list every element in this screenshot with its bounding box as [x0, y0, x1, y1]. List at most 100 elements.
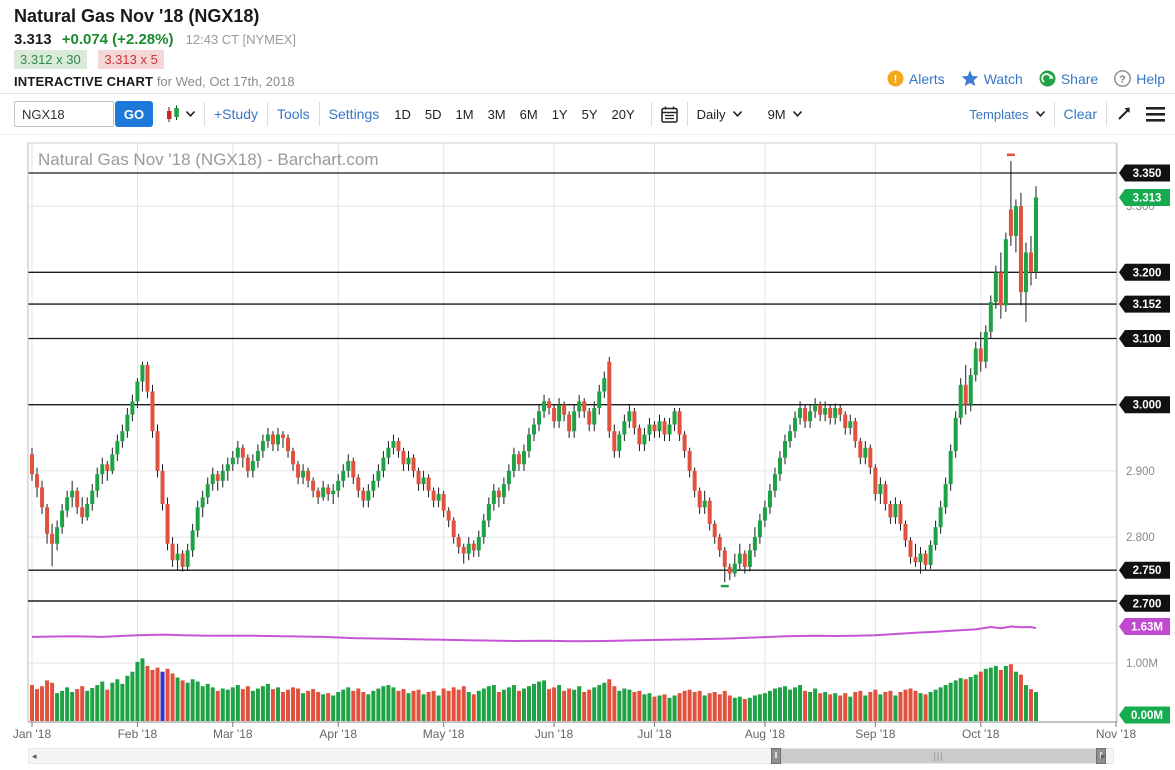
- go-button[interactable]: GO: [115, 101, 153, 127]
- range-button-3m[interactable]: 3M: [487, 106, 506, 122]
- price-axis-label: 2.800: [1126, 532, 1155, 544]
- frequency-dropdown[interactable]: Daily: [697, 107, 742, 122]
- share-icon: [1039, 70, 1056, 87]
- chart-kind-row: INTERACTIVE CHART for Wed, Oct 17th, 201…: [14, 74, 295, 89]
- expand-chart-button[interactable]: [1116, 106, 1132, 122]
- svg-text:2.700: 2.700: [1133, 598, 1162, 610]
- help-icon: ?: [1114, 70, 1132, 87]
- price-level-badge: [1119, 561, 1170, 579]
- svg-text:?: ?: [1119, 73, 1125, 85]
- toolbar-separator: [686, 102, 688, 126]
- range-button-6m[interactable]: 6M: [519, 106, 538, 122]
- chart-scrollbar[interactable]: ◂ ‖ ||| ‖ ▸: [28, 748, 1114, 764]
- chevron-down-icon: [1035, 111, 1045, 117]
- open-interest-badge: [1119, 617, 1170, 635]
- toolbar-right-group: Templates Clear: [969, 102, 1165, 126]
- open-interest-line: [31, 625, 1037, 643]
- chart-type-dropdown[interactable]: [165, 105, 195, 123]
- svg-text:3.100: 3.100: [1133, 334, 1162, 346]
- clear-button[interactable]: Clear: [1063, 106, 1097, 122]
- chart-kind-label: INTERACTIVE CHART: [14, 74, 154, 89]
- x-tick-label: Aug '18: [745, 727, 786, 741]
- svg-text:3.313: 3.313: [1133, 192, 1162, 204]
- watch-button[interactable]: Watch: [961, 70, 1023, 87]
- range-buttons: 1D 5D 1M 3M 6M 1Y 5Y 20Y: [387, 107, 641, 122]
- templates-dropdown[interactable]: Templates: [969, 107, 1045, 122]
- x-tick-label: Jun '18: [535, 727, 574, 741]
- toolbar-separator: [318, 102, 320, 126]
- chart-watermark-title: Natural Gas Nov '18 (NGX18) - Barchart.c…: [38, 150, 379, 169]
- scrollbar-range[interactable]: ‖ ||| ‖: [771, 748, 1106, 764]
- volume-zero-badge: [1119, 706, 1170, 724]
- x-tick-label: Mar '18: [213, 727, 253, 741]
- scrollbar-right-handle[interactable]: ‖: [1096, 748, 1106, 764]
- scroll-right-arrow[interactable]: ▸: [1101, 751, 1106, 761]
- calendar-button[interactable]: [660, 106, 678, 123]
- chart-toolbar: GO +Study Tools Settings 1D 5D 1M 3M 6M 1Y 5Y 2…: [0, 94, 1175, 135]
- expand-arrow-icon: [1118, 107, 1130, 120]
- price-axis-label: 2.900: [1126, 466, 1155, 478]
- range-button-5d[interactable]: 5D: [424, 106, 442, 122]
- toolbar-separator: [650, 102, 652, 126]
- volume-bars-layer: [30, 658, 1038, 721]
- tools-button[interactable]: Tools: [276, 106, 310, 122]
- price-level-badge: [1119, 295, 1170, 313]
- toolbar-separator: [204, 102, 205, 126]
- open-interest-line-layer: [31, 625, 1037, 643]
- help-button[interactable]: ? Help: [1114, 70, 1165, 87]
- bid-ask-row: 3.312 x 30 3.313 x 5: [14, 50, 164, 69]
- svg-text:!: !: [894, 74, 898, 86]
- settings-button[interactable]: Settings: [328, 106, 380, 122]
- price-row: 3.313 +0.074 (+2.28%) 12:43 CT [NYMEX]: [14, 31, 296, 48]
- price-level-badge: [1119, 164, 1170, 182]
- x-tick-label: Jan '18: [13, 727, 52, 741]
- bid-badge: 3.312 x 30: [14, 50, 87, 69]
- candlestick-type-icon: [167, 105, 179, 122]
- chart-area: Natural Gas Nov '18 (NGX18) - Barchart.c…: [0, 140, 1175, 748]
- range-button-1y[interactable]: 1Y: [551, 106, 568, 122]
- grid-layer: [28, 143, 1117, 722]
- span-dropdown[interactable]: 9M: [768, 107, 802, 122]
- alerts-button[interactable]: ! Alerts: [887, 70, 945, 87]
- menu-button[interactable]: [1146, 106, 1165, 122]
- hamburger-menu-icon: [1146, 106, 1165, 122]
- range-button-20y[interactable]: 20Y: [611, 106, 635, 122]
- toolbar-separator: [1106, 102, 1107, 126]
- chart-date: for Wed, Oct 17th, 2018: [156, 74, 295, 89]
- price-axis-label: 1.00M: [1126, 658, 1158, 670]
- range-button-1d[interactable]: 1D: [394, 106, 411, 122]
- toolbar-separator: [1053, 102, 1055, 126]
- toolbar-separator: [266, 102, 268, 126]
- interactive-chart-canvas[interactable]: Natural Gas Nov '18 (NGX18) - Barchart.c…: [0, 140, 1175, 748]
- share-button[interactable]: Share: [1039, 70, 1098, 87]
- scroll-left-arrow[interactable]: ◂: [32, 751, 37, 761]
- header-actions: ! Alerts Watch Share ? Help: [887, 70, 1165, 87]
- candles-layer: [30, 153, 1038, 588]
- price-change: +0.074 (+2.28%): [61, 31, 174, 48]
- symbol-input[interactable]: [14, 101, 114, 127]
- svg-text:2.750: 2.750: [1133, 565, 1162, 577]
- svg-text:3.350: 3.350: [1133, 168, 1162, 180]
- x-tick-label: May '18: [423, 727, 465, 741]
- range-button-1m[interactable]: 1M: [455, 106, 474, 122]
- scrollbar-left-handle[interactable]: ‖: [771, 748, 781, 764]
- add-study-button[interactable]: +Study: [214, 106, 258, 122]
- ask-badge: 3.313 x 5: [98, 50, 164, 69]
- svg-text:1.63M: 1.63M: [1131, 621, 1163, 633]
- calendar-icon: [660, 106, 678, 123]
- price-axis[interactable]: 3.3002.9002.8003.3503.3133.2003.1523.100…: [1119, 164, 1170, 724]
- svg-text:3.200: 3.200: [1133, 267, 1162, 279]
- x-tick-label: Apr '18: [319, 727, 357, 741]
- price-level-badge: [1119, 396, 1170, 414]
- last-price: 3.313: [14, 31, 52, 48]
- x-tick-label: Nov '18: [1096, 727, 1137, 741]
- x-tick-label: Feb '18: [118, 727, 158, 741]
- svg-text:0.00M: 0.00M: [1131, 710, 1163, 722]
- time-axis[interactable]: Jan '18 Feb '18 Mar '18 Apr '18 May '18 Jun '…: [13, 722, 1137, 741]
- scrollbar-grip[interactable]: |||: [933, 751, 944, 761]
- price-lines-layer: [28, 172, 1117, 571]
- range-button-5y[interactable]: 5Y: [581, 106, 598, 122]
- quote-timestamp: 12:43 CT [NYMEX]: [185, 32, 296, 47]
- quote-header: Natural Gas Nov '18 (NGX18) 3.313 +0.074…: [0, 0, 1175, 94]
- chevron-down-icon: [792, 111, 802, 117]
